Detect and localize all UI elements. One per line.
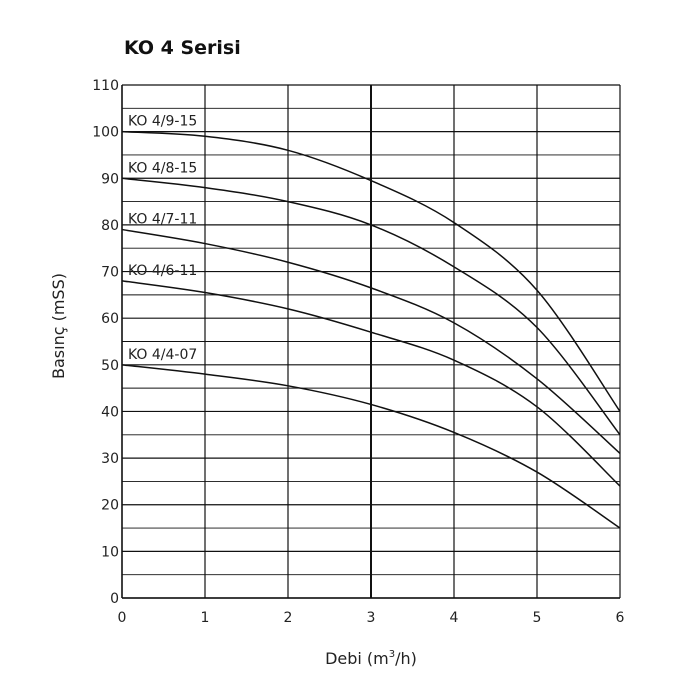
y-tick-label: 60 [101, 311, 119, 327]
y-tick-label: 90 [101, 171, 119, 187]
series-line-3 [121, 228, 621, 454]
y-tick-label: 30 [101, 451, 119, 467]
x-tick-label: 5 [533, 610, 542, 626]
y-axis-label: Basınç (mSS) [49, 273, 68, 379]
series-line-2 [121, 177, 621, 436]
y-tick-labels: 0 10 20 30 40 50 60 70 80 90 100 110 [92, 78, 119, 607]
y-tick-label: 40 [101, 404, 119, 420]
grid [121, 84, 621, 599]
series-labels: KO 4/9-15 KO 4/8-15 KO 4/7-11 KO 4/6-11 KO 4… [128, 114, 197, 363]
y-tick-label: 0 [110, 591, 119, 607]
series-label-3: KO 4/7-11 [128, 212, 197, 228]
y-tick-label: 110 [92, 78, 119, 94]
x-tick-label: 6 [616, 610, 625, 626]
x-axis-label-main: Debi (m [325, 649, 389, 668]
series-group [121, 130, 621, 529]
x-axis-label-sup: 3 [389, 649, 395, 660]
x-tick-label: 4 [450, 610, 459, 626]
x-axis-label-end: /h) [395, 649, 417, 668]
series-line-5 [121, 364, 621, 529]
series-label-1: KO 4/9-15 [128, 114, 197, 130]
y-tick-label: 10 [101, 544, 119, 560]
x-tick-label: 2 [284, 610, 293, 626]
y-tick-label: 70 [101, 265, 119, 281]
y-tick-label: 80 [101, 218, 119, 234]
x-tick-label: 3 [367, 610, 376, 626]
x-tick-labels: 0 1 2 3 4 5 6 [118, 610, 625, 626]
series-label-4: KO 4/6-11 [128, 263, 197, 279]
y-tick-label: 100 [92, 125, 119, 141]
y-tick-label: 50 [101, 358, 119, 374]
series-label-2: KO 4/8-15 [128, 160, 197, 176]
y-tick-label: 20 [101, 498, 119, 514]
x-tick-label: 1 [201, 610, 210, 626]
x-tick-label: 0 [118, 610, 127, 626]
series-line-4 [121, 280, 621, 487]
series-line-1 [121, 130, 621, 412]
series-label-5: KO 4/4-07 [128, 347, 197, 363]
chart-title: KO 4 Serisi [124, 37, 241, 59]
x-axis-label: Debi (m3/h) [325, 649, 417, 668]
